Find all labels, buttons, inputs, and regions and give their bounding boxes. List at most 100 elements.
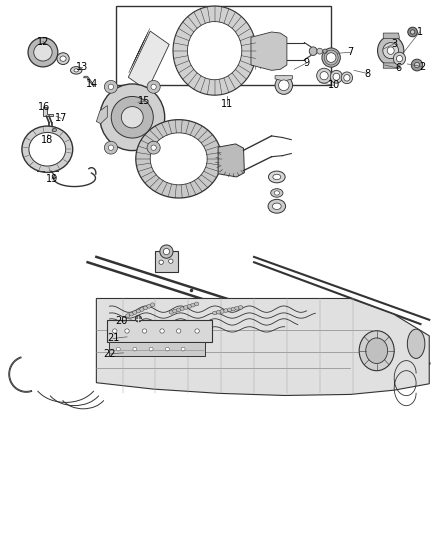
- Ellipse shape: [341, 72, 353, 84]
- Ellipse shape: [160, 245, 173, 258]
- Polygon shape: [218, 144, 244, 177]
- Text: 9: 9: [304, 58, 310, 68]
- Ellipse shape: [135, 316, 141, 322]
- Ellipse shape: [52, 128, 57, 132]
- Bar: [109, 342, 205, 356]
- Ellipse shape: [279, 80, 289, 91]
- Ellipse shape: [74, 69, 78, 72]
- Polygon shape: [275, 76, 293, 81]
- Ellipse shape: [60, 56, 66, 61]
- Ellipse shape: [273, 174, 281, 180]
- Ellipse shape: [344, 75, 350, 81]
- Ellipse shape: [333, 73, 340, 80]
- Ellipse shape: [151, 145, 156, 150]
- Ellipse shape: [104, 141, 117, 154]
- Ellipse shape: [378, 36, 404, 66]
- Text: 13: 13: [76, 62, 88, 72]
- Ellipse shape: [271, 189, 283, 197]
- Ellipse shape: [28, 37, 58, 67]
- Ellipse shape: [191, 303, 195, 307]
- Polygon shape: [96, 298, 429, 395]
- Ellipse shape: [408, 27, 417, 37]
- Ellipse shape: [239, 305, 243, 309]
- Ellipse shape: [113, 329, 117, 333]
- Ellipse shape: [411, 59, 423, 71]
- Ellipse shape: [326, 53, 336, 62]
- Polygon shape: [383, 63, 399, 68]
- Ellipse shape: [34, 43, 52, 61]
- Ellipse shape: [268, 171, 285, 183]
- Ellipse shape: [149, 348, 153, 351]
- Ellipse shape: [224, 309, 228, 312]
- Ellipse shape: [330, 70, 343, 83]
- Text: 18: 18: [41, 135, 53, 144]
- Ellipse shape: [121, 107, 143, 128]
- Text: 14: 14: [86, 79, 98, 88]
- Ellipse shape: [173, 309, 177, 313]
- Polygon shape: [96, 106, 107, 124]
- Ellipse shape: [169, 310, 173, 314]
- Ellipse shape: [143, 306, 148, 310]
- Ellipse shape: [147, 304, 151, 308]
- Ellipse shape: [227, 308, 232, 312]
- Ellipse shape: [173, 6, 256, 95]
- Ellipse shape: [169, 259, 173, 263]
- Text: 19: 19: [46, 174, 58, 184]
- Ellipse shape: [126, 314, 130, 318]
- Ellipse shape: [133, 348, 137, 351]
- Ellipse shape: [195, 329, 199, 333]
- Ellipse shape: [220, 310, 224, 313]
- Ellipse shape: [136, 120, 222, 198]
- Ellipse shape: [317, 48, 322, 54]
- Ellipse shape: [142, 329, 147, 333]
- Polygon shape: [251, 32, 287, 70]
- Ellipse shape: [235, 306, 239, 310]
- Text: 8: 8: [365, 69, 371, 78]
- Text: 11: 11: [221, 100, 233, 109]
- Ellipse shape: [159, 260, 163, 264]
- Text: 16: 16: [38, 102, 50, 111]
- Ellipse shape: [272, 203, 281, 209]
- Text: 17: 17: [55, 114, 67, 123]
- Ellipse shape: [359, 330, 394, 371]
- Ellipse shape: [317, 68, 332, 83]
- Ellipse shape: [104, 80, 117, 93]
- Ellipse shape: [216, 310, 221, 314]
- Text: 1: 1: [417, 27, 423, 37]
- Ellipse shape: [180, 307, 184, 311]
- Ellipse shape: [133, 311, 137, 314]
- Ellipse shape: [22, 126, 73, 173]
- Ellipse shape: [187, 21, 242, 80]
- Ellipse shape: [322, 48, 340, 67]
- Text: 10: 10: [328, 80, 340, 90]
- Ellipse shape: [366, 338, 388, 364]
- Ellipse shape: [396, 55, 403, 62]
- Text: 15: 15: [138, 96, 151, 106]
- Polygon shape: [383, 33, 399, 38]
- Ellipse shape: [177, 308, 181, 312]
- Ellipse shape: [410, 30, 415, 34]
- Ellipse shape: [212, 311, 217, 315]
- Ellipse shape: [184, 305, 188, 309]
- Ellipse shape: [147, 80, 160, 93]
- Ellipse shape: [177, 329, 181, 333]
- Text: 20: 20: [116, 317, 128, 326]
- Ellipse shape: [187, 304, 191, 308]
- Ellipse shape: [275, 76, 293, 94]
- Ellipse shape: [129, 312, 134, 316]
- Polygon shape: [84, 76, 94, 87]
- Ellipse shape: [309, 47, 317, 55]
- Ellipse shape: [163, 248, 170, 255]
- Ellipse shape: [268, 199, 286, 213]
- Text: 12: 12: [37, 37, 49, 46]
- Ellipse shape: [387, 47, 394, 54]
- Ellipse shape: [125, 329, 129, 333]
- Ellipse shape: [108, 145, 113, 150]
- Ellipse shape: [111, 96, 153, 138]
- Ellipse shape: [383, 43, 399, 59]
- Ellipse shape: [147, 141, 160, 154]
- Ellipse shape: [194, 302, 199, 306]
- Ellipse shape: [274, 191, 279, 195]
- Ellipse shape: [136, 309, 141, 313]
- Ellipse shape: [116, 348, 120, 351]
